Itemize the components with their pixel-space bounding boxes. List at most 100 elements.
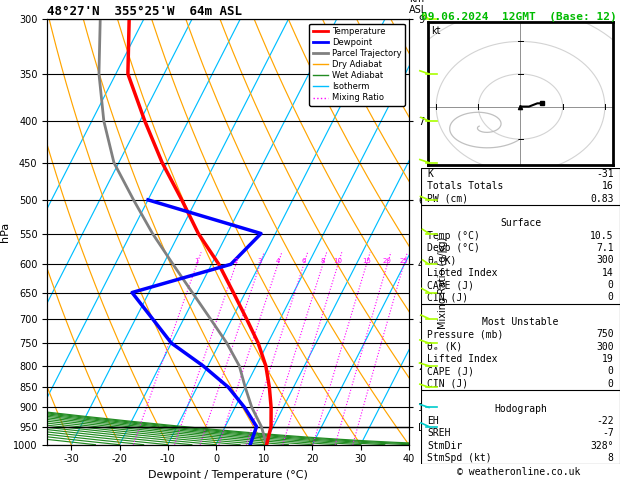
Temperature (178, 197, 186, 203)
Dewpoint (148, 316, 156, 322)
Text: Mixing Ratio (g/kg): Mixing Ratio (g/kg) (438, 237, 448, 329)
Parcel Trajectory (242, 384, 249, 390)
Parcel Trajectory (223, 340, 231, 346)
Parcel Trajectory (235, 363, 243, 369)
Text: StmDir: StmDir (427, 441, 462, 451)
Text: -31: -31 (596, 169, 614, 179)
Temperature (267, 404, 275, 410)
Text: 20: 20 (383, 258, 392, 264)
Temperature (254, 340, 262, 346)
Dewpoint (199, 363, 207, 369)
Text: -22: -22 (596, 416, 614, 426)
Text: © weatheronline.co.uk: © weatheronline.co.uk (457, 467, 581, 477)
Temperature (263, 442, 270, 448)
Text: θₑ(K): θₑ(K) (427, 255, 457, 265)
Parcel Trajectory (248, 404, 255, 410)
Text: StmSpd (kt): StmSpd (kt) (427, 453, 492, 463)
Text: Pressure (mb): Pressure (mb) (427, 330, 504, 339)
Temperature (265, 384, 273, 390)
Text: Lifted Index: Lifted Index (427, 354, 498, 364)
Text: 15: 15 (362, 258, 371, 264)
Text: kt: kt (431, 26, 441, 36)
Parcel Trajectory (206, 316, 214, 322)
Parcel Trajectory (258, 424, 265, 430)
Text: θₑ (K): θₑ (K) (427, 342, 462, 352)
Parcel Trajectory (110, 160, 118, 166)
Text: 10: 10 (333, 258, 343, 264)
Temperature (243, 316, 250, 322)
Text: Temp (°C): Temp (°C) (427, 231, 481, 241)
Text: Dewp (°C): Dewp (°C) (427, 243, 481, 253)
Text: Lifted Index: Lifted Index (427, 268, 498, 278)
Text: 0: 0 (608, 379, 614, 389)
Text: 300: 300 (596, 342, 614, 352)
Parcel Trajectory (95, 71, 103, 77)
Text: 328°: 328° (590, 441, 614, 451)
Text: Surface: Surface (500, 218, 541, 228)
Dewpoint (144, 197, 152, 203)
Text: 300: 300 (596, 255, 614, 265)
X-axis label: Dewpoint / Temperature (°C): Dewpoint / Temperature (°C) (148, 470, 308, 480)
Text: 0: 0 (608, 366, 614, 377)
Text: 48°27'N  355°25'W  64m ASL: 48°27'N 355°25'W 64m ASL (47, 5, 242, 18)
Parcel Trajectory (96, 17, 104, 22)
Dewpoint (253, 424, 260, 430)
Dewpoint (128, 290, 136, 295)
Legend: Temperature, Dewpoint, Parcel Trajectory, Dry Adiabat, Wet Adiabat, Isotherm, Mi: Temperature, Dewpoint, Parcel Trajectory… (309, 24, 404, 106)
Text: CIN (J): CIN (J) (427, 379, 469, 389)
Text: Hodograph: Hodograph (494, 403, 547, 414)
Temperature (159, 160, 166, 166)
Text: -7: -7 (602, 428, 614, 438)
Text: Totals Totals: Totals Totals (427, 181, 504, 191)
Text: 09.06.2024  12GMT  (Base: 12): 09.06.2024 12GMT (Base: 12) (421, 12, 617, 22)
Temperature (230, 290, 237, 295)
Line: Parcel Trajectory: Parcel Trajectory (99, 19, 267, 445)
Temperature (124, 71, 131, 77)
Parcel Trajectory (263, 442, 270, 448)
Text: CAPE (J): CAPE (J) (427, 366, 474, 377)
Parcel Trajectory (189, 290, 196, 295)
Text: 0.83: 0.83 (590, 193, 614, 204)
Text: 10.5: 10.5 (590, 231, 614, 241)
Text: 8: 8 (608, 453, 614, 463)
Text: 25: 25 (399, 258, 408, 264)
Text: 19: 19 (602, 354, 614, 364)
Text: 0: 0 (608, 280, 614, 290)
Parcel Trajectory (100, 118, 108, 124)
Text: SREH: SREH (427, 428, 451, 438)
Temperature (262, 363, 270, 369)
Parcel Trajectory (130, 197, 137, 203)
Text: PW (cm): PW (cm) (427, 193, 469, 204)
Text: 6: 6 (301, 258, 306, 264)
Dewpoint (227, 261, 235, 267)
Text: CIN (J): CIN (J) (427, 293, 469, 302)
Dewpoint (241, 404, 248, 410)
Y-axis label: hPa: hPa (0, 222, 10, 242)
Text: 14: 14 (602, 268, 614, 278)
Dewpoint (247, 442, 254, 448)
Dewpoint (225, 384, 232, 390)
Text: 0: 0 (608, 293, 614, 302)
Parcel Trajectory (148, 231, 156, 237)
Temperature (215, 261, 223, 267)
Text: Most Unstable: Most Unstable (482, 317, 559, 327)
Text: 750: 750 (596, 330, 614, 339)
Text: K: K (427, 169, 433, 179)
Temperature (125, 17, 133, 22)
Text: 3: 3 (258, 258, 262, 264)
Text: 2: 2 (234, 258, 238, 264)
Text: 4: 4 (276, 258, 280, 264)
Temperature (141, 118, 148, 124)
Temperature (194, 231, 202, 237)
Dewpoint (167, 340, 175, 346)
Text: 16: 16 (602, 181, 614, 191)
Line: Dewpoint: Dewpoint (132, 200, 261, 445)
Line: Temperature: Temperature (128, 19, 271, 445)
Text: EH: EH (427, 416, 439, 426)
Text: CAPE (J): CAPE (J) (427, 280, 474, 290)
Dewpoint (257, 231, 265, 237)
Text: km
ASL: km ASL (409, 0, 427, 15)
Text: 1: 1 (194, 258, 199, 264)
Parcel Trajectory (169, 261, 177, 267)
Text: 7.1: 7.1 (596, 243, 614, 253)
